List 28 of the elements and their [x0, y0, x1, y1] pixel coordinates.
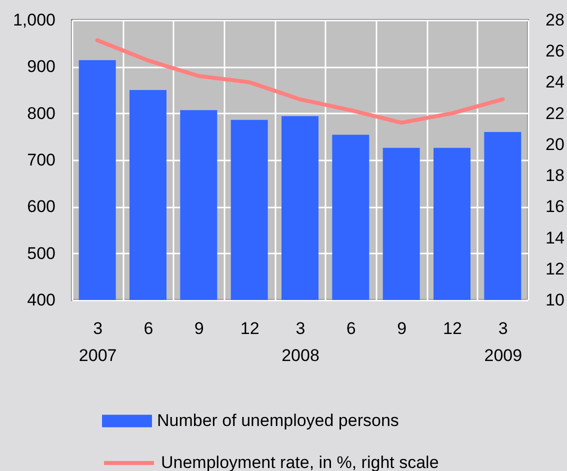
y-tick-label: 900 — [27, 57, 56, 76]
y-tick-label: 800 — [27, 104, 56, 123]
x-tick-label: 12 — [240, 319, 260, 338]
y-tick-label: 1,000 — [12, 10, 56, 30]
x-tick-label: 3 2007 — [78, 319, 117, 365]
legend-label: Number of unemployed persons — [157, 411, 399, 430]
y2-tick-label: 18 — [546, 166, 564, 186]
x-tick-label: 9 — [397, 319, 407, 338]
x-tick-label: 6 — [144, 319, 154, 338]
line-series — [95, 38, 505, 125]
y2-tick-label: 20 — [546, 134, 564, 154]
x-tick-label: 3 2009 — [484, 319, 522, 365]
y-tick-label: 700 — [27, 150, 56, 170]
y2-tick-label: 22 — [546, 104, 564, 123]
x-tick-label: 9 — [194, 319, 204, 338]
y2-tick-label: 12 — [546, 259, 564, 278]
y2-tick-label: 16 — [546, 197, 564, 216]
y2-tick-label: 24 — [546, 72, 564, 92]
x-tick-label: 3 2008 — [282, 319, 320, 365]
y-tick-label: 400 — [27, 290, 56, 310]
y2-tick-label: 26 — [546, 42, 564, 61]
y2-tick-label: 28 — [546, 10, 564, 30]
y2-tick-label: 14 — [546, 228, 564, 248]
x-tick-label: 12 — [443, 319, 462, 338]
y-tick-label: 500 — [27, 244, 56, 263]
y2-tick-label: 10 — [546, 290, 564, 310]
y-tick-label: 600 — [27, 197, 56, 216]
x-tick-label: 6 — [346, 319, 356, 338]
